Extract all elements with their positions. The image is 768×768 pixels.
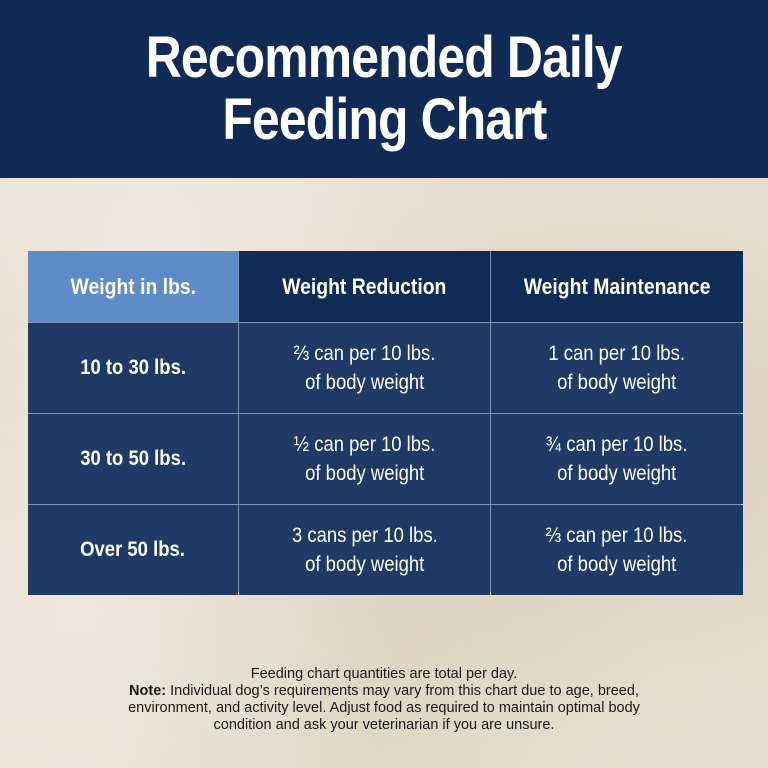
note-text: Individual dog’s requirements may vary f… — [166, 683, 639, 699]
row-weight-label: Over 50 lbs. — [28, 505, 238, 595]
reduction-amount: ⅔ can per 10 lbs. — [293, 342, 436, 365]
maintenance-unit: of body weight — [557, 371, 677, 394]
reduction-cell: ½ can per 10 lbs. of body weight — [239, 414, 490, 504]
row-weight-label: 10 to 30 lbs. — [28, 323, 238, 413]
maintenance-amount: 1 can per 10 lbs. — [548, 342, 686, 365]
header-banner: Recommended Daily Feeding Chart — [0, 0, 768, 178]
reduction-cell: 3 cans per 10 lbs. of body weight — [239, 505, 490, 595]
maintenance-unit: of body weight — [557, 553, 677, 576]
column-header-maintenance: Weight Maintenance — [491, 251, 743, 322]
note-label: Note: — [129, 683, 167, 699]
column-header-weight: Weight in lbs. — [28, 251, 238, 322]
column-header-maintenance-label: Weight Maintenance — [523, 273, 711, 299]
reduction-unit: of body weight — [304, 462, 425, 485]
reduction-amount: ½ can per 10 lbs. — [293, 433, 436, 456]
maintenance-cell: ⅔ can per 10 lbs. of body weight — [491, 505, 743, 595]
footnote-line-3: environment, and activity level. Adjust … — [128, 700, 640, 716]
maintenance-unit: of body weight — [557, 462, 677, 485]
weight-text: 30 to 50 lbs. — [80, 447, 186, 470]
footnote-line-4: condition and ask your veterinarian if y… — [213, 717, 555, 733]
weight-text: 10 to 30 lbs. — [80, 356, 186, 379]
column-header-reduction-label: Weight Reduction — [282, 273, 447, 299]
feeding-table: Weight in lbs. Weight Reduction Weight M… — [28, 251, 743, 595]
footnote-line-2: Note: Individual dog’s requirements may … — [0, 683, 768, 700]
reduction-unit: of body weight — [304, 553, 425, 576]
column-header-weight-label: Weight in lbs. — [70, 273, 196, 299]
maintenance-cell: ¾ can per 10 lbs. of body weight — [491, 414, 743, 504]
maintenance-amount: ⅔ can per 10 lbs. — [546, 524, 688, 547]
weight-text: Over 50 lbs. — [80, 538, 186, 561]
maintenance-cell: 1 can per 10 lbs. of body weight — [491, 323, 743, 413]
footnote: Feeding chart quantities are total per d… — [0, 666, 768, 734]
reduction-unit: of body weight — [304, 371, 425, 394]
reduction-amount: 3 cans per 10 lbs. — [291, 524, 438, 547]
row-weight-label: 30 to 50 lbs. — [28, 414, 238, 504]
maintenance-amount: ¾ can per 10 lbs. — [546, 433, 688, 456]
page-title-line-2: Feeding Chart — [221, 87, 547, 152]
column-header-reduction: Weight Reduction — [239, 251, 490, 322]
footnote-line-1: Feeding chart quantities are total per d… — [250, 666, 518, 682]
reduction-cell: ⅔ can per 10 lbs. of body weight — [239, 323, 490, 413]
page-title-line-1: Recommended Daily — [145, 25, 623, 90]
